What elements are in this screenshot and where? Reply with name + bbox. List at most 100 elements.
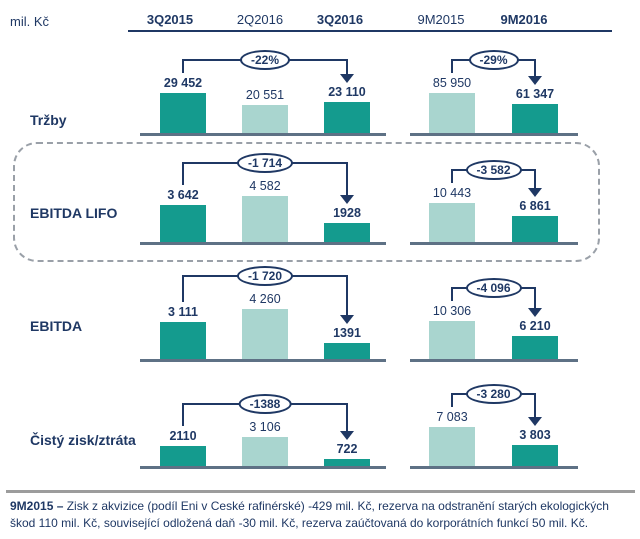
delta-badge-quarter: -1 714 — [236, 153, 294, 173]
bar-group-ebitda-lifo-3q2015: 3 642 — [160, 188, 206, 242]
bar-trzby-2q2016 — [242, 105, 288, 133]
arrow-head-icon — [528, 76, 542, 85]
bar-group-trzby-9m2015: 85 950 — [429, 76, 475, 133]
arrow-head-icon — [528, 308, 542, 317]
arrow-head-icon — [528, 188, 542, 197]
ebitda-lifo-highlight-box — [13, 142, 600, 262]
arrow-shaft — [534, 287, 536, 308]
bar-value-label: 4 582 — [249, 179, 281, 193]
bar-trzby-3q2015 — [160, 93, 206, 133]
bar-ebitda-lifo-9m2016 — [512, 216, 558, 242]
bar-value-label: 23 110 — [328, 85, 366, 99]
arrow-start-segment — [182, 403, 184, 426]
bar-cisty-zisk-3q2015 — [160, 446, 206, 466]
bar-value-label: 10 443 — [432, 186, 472, 200]
delta-value: -4 096 — [476, 281, 511, 295]
metric-label-trzby: Tržby — [30, 112, 67, 128]
bar-group-trzby-9m2016: 61 347 — [512, 87, 558, 133]
arrow-start-segment — [182, 162, 184, 185]
header-underline — [128, 30, 612, 32]
arrow-shaft — [346, 162, 348, 195]
bar-group-ebitda-3q2015: 3 111 — [160, 305, 206, 359]
arrow-start-segment — [182, 275, 184, 302]
bar-group-cisty-zisk-3q2016: 722 — [324, 442, 370, 466]
column-header-9m2016: 9M2016 — [500, 12, 548, 27]
footnote: 9M2015 – Zisk z akvizice (podíl Eni v Ce… — [10, 498, 634, 533]
bar-group-ebitda-lifo-3q2016: 1928 — [324, 206, 370, 242]
axis-baseline-9m — [410, 466, 578, 469]
delta-badge-quarter: -1388 — [238, 394, 292, 414]
footnote-prefix: 9M2015 – — [10, 499, 64, 513]
arrow-head-icon — [340, 315, 354, 324]
delta-badge-quarter: -22% — [239, 50, 291, 70]
delta-badge-9m: -29% — [468, 50, 519, 70]
delta-value: -1 720 — [247, 269, 283, 283]
bar-ebitda-lifo-2q2016 — [242, 196, 288, 242]
bar-ebitda-2q2016 — [242, 309, 288, 359]
bar-group-ebitda-lifo-9m2016: 6 861 — [512, 199, 558, 242]
delta-value: -29% — [479, 53, 508, 67]
arrow-shaft — [534, 59, 536, 76]
arrow-start-segment — [451, 287, 453, 301]
bar-value-label: 6 210 — [519, 319, 551, 333]
bar-group-trzby-3q2015: 29 452 — [160, 76, 206, 133]
bar-ebitda-lifo-9m2015 — [429, 203, 475, 242]
delta-value: -22% — [250, 53, 280, 67]
bar-value-label: 85 950 — [432, 76, 472, 90]
bar-value-label: 3 803 — [519, 428, 551, 442]
delta-value: -3 582 — [476, 163, 511, 177]
axis-baseline-quarter — [140, 466, 386, 469]
bar-ebitda-lifo-3q2016 — [324, 223, 370, 242]
metric-label-ebitda: EBITDA — [30, 318, 83, 334]
arrow-head-icon — [340, 431, 354, 440]
bar-value-label: 10 306 — [432, 304, 472, 318]
bar-value-label: 722 — [336, 442, 358, 456]
bar-value-label: 6 861 — [519, 199, 551, 213]
footnote-text: Zisk z akvizice (podíl Eni v Ceské rafin… — [10, 499, 609, 531]
column-header-9m2015: 9M2015 — [417, 12, 465, 27]
axis-baseline-9m — [410, 242, 578, 245]
bar-group-ebitda-lifo-9m2015: 10 443 — [429, 186, 475, 242]
bar-ebitda-3q2016 — [324, 343, 370, 359]
metric-label-ebitda-lifo: EBITDA LIFO — [30, 205, 118, 221]
bar-value-label: 1928 — [333, 206, 361, 220]
arrow-start-segment — [451, 393, 453, 407]
arrow-head-icon — [340, 195, 354, 204]
delta-badge-9m: -4 096 — [465, 278, 522, 298]
arrow-head-icon — [340, 74, 354, 83]
bar-value-label: 1391 — [333, 326, 361, 340]
delta-badge-9m: -3 582 — [465, 160, 522, 180]
bar-group-cisty-zisk-3q2015: 2110 — [160, 429, 206, 466]
bar-value-label: 2110 — [169, 429, 197, 443]
bar-value-label: 29 452 — [163, 76, 203, 90]
bar-ebitda-3q2015 — [160, 322, 206, 359]
delta-badge-quarter: -1 720 — [236, 266, 294, 286]
delta-badge-9m: -3 280 — [465, 384, 522, 404]
bar-value-label: 61 347 — [515, 87, 555, 101]
bar-value-label: 20 551 — [245, 88, 285, 102]
column-header-3q2016: 3Q2016 — [316, 12, 364, 27]
arrow-shaft — [346, 59, 348, 74]
bar-cisty-zisk-3q2016 — [324, 459, 370, 466]
arrow-start-segment — [451, 59, 453, 73]
bar-group-ebitda-3q2016: 1391 — [324, 326, 370, 359]
delta-value: -1388 — [249, 397, 281, 411]
bar-group-ebitda-9m2015: 10 306 — [429, 304, 475, 359]
bar-cisty-zisk-9m2016 — [512, 445, 558, 466]
bar-group-ebitda-lifo-2q2016: 4 582 — [242, 179, 288, 242]
bar-ebitda-9m2015 — [429, 321, 475, 359]
bar-group-trzby-2q2016: 20 551 — [242, 88, 288, 133]
axis-baseline-quarter — [140, 359, 386, 362]
delta-value: -1 714 — [247, 156, 283, 170]
bar-group-ebitda-2q2016: 4 260 — [242, 292, 288, 359]
footnote-separator — [6, 490, 635, 493]
bar-value-label: 3 106 — [249, 420, 281, 434]
bar-cisty-zisk-2q2016 — [242, 437, 288, 466]
axis-baseline-quarter — [140, 133, 386, 136]
arrow-shaft — [534, 169, 536, 188]
bar-trzby-9m2015 — [429, 93, 475, 133]
